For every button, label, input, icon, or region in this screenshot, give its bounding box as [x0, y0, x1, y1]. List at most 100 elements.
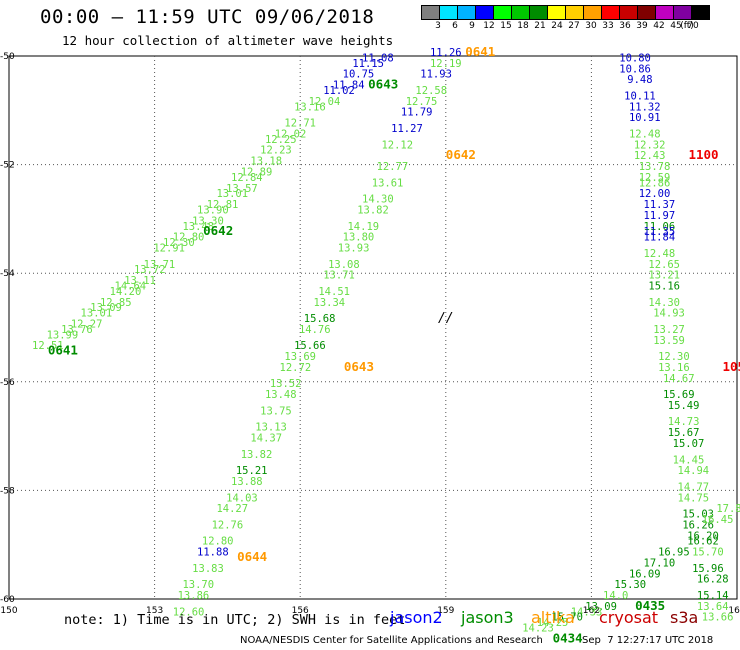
colorbar-swatch	[601, 5, 620, 20]
swh-point-label: 15.96	[692, 563, 724, 575]
swh-point-label: 14.93	[653, 308, 685, 320]
colorbar-swatch	[673, 5, 692, 20]
swh-point-label: 14.75	[678, 492, 710, 504]
swh-point-label: 12.58	[415, 85, 447, 97]
swh-point-label: 11.84	[333, 80, 365, 92]
colorbar-swatch	[691, 5, 710, 20]
colorbar-swatch	[421, 5, 440, 20]
y-tick-label: -54	[0, 269, 15, 279]
colorbar-label: 24	[551, 21, 563, 31]
pass-time-label: 1100	[688, 147, 718, 162]
swh-point-label: 14.76	[299, 324, 331, 336]
swh-point-label: 13.52	[270, 378, 302, 390]
swh-point-label: 14.67	[663, 373, 695, 385]
swh-point-label: 13.01	[81, 308, 113, 320]
swh-point-label: 14.27	[216, 503, 248, 515]
pass-time-label: 1059	[722, 359, 740, 374]
swh-point-label: 14.23	[522, 623, 554, 635]
x-tick-label: 165	[728, 606, 740, 616]
swh-point-label: 11.97	[644, 210, 676, 222]
swh-point-label: 12.02	[275, 128, 307, 140]
swh-point-label: 13.30	[192, 215, 224, 227]
swh-point-label: 10.80	[619, 52, 651, 64]
colorbar-swatch	[439, 5, 458, 20]
swh-point-label: 14.77	[678, 481, 710, 493]
chart-title: 00:00 — 11:59 UTC 09/06/2018	[40, 6, 375, 28]
swh-point-label: 12.89	[241, 166, 273, 178]
swh-point-label: 12.77	[377, 161, 409, 173]
swh-point-label: 10.91	[629, 112, 661, 124]
swh-point-label: 13.27	[653, 324, 685, 336]
colorbar-label: 30	[585, 21, 597, 31]
colorbar-swatch	[511, 5, 530, 20]
legend-s3a: s3a	[670, 608, 699, 627]
grid-lines	[9, 56, 737, 599]
colorbar-label: 39	[636, 21, 648, 31]
swh-point-label: 10.86	[619, 63, 651, 75]
swh-point-label: 12.76	[212, 519, 244, 531]
colorbar-label: 45	[670, 21, 682, 31]
swh-point-label: 13.13	[255, 422, 287, 434]
colorbar-swatch	[619, 5, 638, 20]
swh-point-label: 14.45	[673, 454, 705, 466]
swh-point-label: 11.15	[352, 58, 384, 70]
colorbar-swatch	[493, 5, 512, 20]
swh-point-label: 16.62	[687, 536, 719, 548]
legend-jason3: jason3	[461, 608, 514, 627]
swh-point-label: 11.26	[430, 47, 462, 59]
swh-point-label: 13.48	[265, 389, 297, 401]
swh-point-label: 14.03	[226, 492, 258, 504]
swh-point-label: 11.08	[362, 52, 394, 64]
swh-point-label: 17.88	[716, 503, 740, 515]
swh-point-label: 12.60	[173, 606, 205, 618]
swh-point-label: 12.65	[648, 259, 680, 271]
y-tick-label: -56	[0, 378, 15, 388]
swh-point-label: 13.09	[585, 601, 617, 613]
swh-point-label: 16.09	[629, 568, 661, 580]
cursor-mark: //	[438, 311, 454, 326]
axis-ticks: 150 153 156 159 162 165 -50 -52 -54 -56 -58 -60	[0, 52, 740, 616]
credit-date: Sep 7 12:27:17 UTC 2018	[582, 635, 714, 646]
plot-area	[8, 55, 738, 600]
swh-point-label: 14.30	[362, 194, 394, 206]
swh-point-label: 14.94	[678, 465, 710, 477]
swh-point-label: 12.86	[639, 177, 671, 189]
swh-point-label: 11.02	[323, 85, 355, 97]
swh-point-label: 14.73	[668, 416, 700, 428]
pass-time-label: 0643	[344, 359, 374, 374]
footer-note: note: 1) Time is in UTC; 2) SWH is in fe…	[64, 612, 406, 628]
swh-point-label: 13.75	[260, 405, 292, 417]
colorbar-label: 36	[619, 21, 631, 31]
swh-point-label: 11.88	[197, 547, 229, 559]
swh-point-label: 14.19	[347, 221, 379, 233]
swh-point-label: 13.70	[182, 579, 214, 591]
colorbar-label: 9	[469, 21, 475, 31]
colorbar-swatch	[565, 5, 584, 20]
credit-line: NOAA/NESDIS Center for Satellite Applica…	[240, 635, 543, 646]
swh-point-label: 15.49	[668, 400, 700, 412]
colorbar-swatch	[457, 5, 476, 20]
colorbar-label: 70	[687, 21, 699, 31]
swh-point-label: 13.99	[47, 329, 79, 341]
swh-point-label: 15.07	[673, 438, 705, 450]
swh-point-label: 16.95	[658, 547, 690, 559]
swh-point-label: 14.0	[603, 590, 628, 602]
swh-point-label: 14.64	[115, 280, 147, 292]
x-tick-label: 159	[437, 606, 454, 616]
swh-point-label: 12.30	[658, 351, 690, 363]
swh-point-label: 13.90	[197, 204, 229, 216]
y-tick-label: -60	[0, 595, 15, 605]
swh-point-label: 12.80	[173, 232, 205, 244]
swh-point-label: 16.20	[687, 530, 719, 542]
swh-point-label: 13.21	[648, 270, 680, 282]
swh-point-label: 12.48	[629, 128, 661, 140]
swh-point-label: 12.71	[284, 118, 316, 130]
swh-point-label: 11.27	[391, 123, 423, 135]
swh-point-label: 15.69	[663, 389, 695, 401]
colorbar-swatch	[655, 5, 674, 20]
x-tick-label: 162	[583, 606, 600, 616]
pass-time-label: 0643	[368, 77, 398, 92]
swh-point-label: 13.09	[90, 302, 122, 314]
colorbar-swatch	[475, 5, 494, 20]
swh-point-label: 14.51	[318, 286, 350, 298]
